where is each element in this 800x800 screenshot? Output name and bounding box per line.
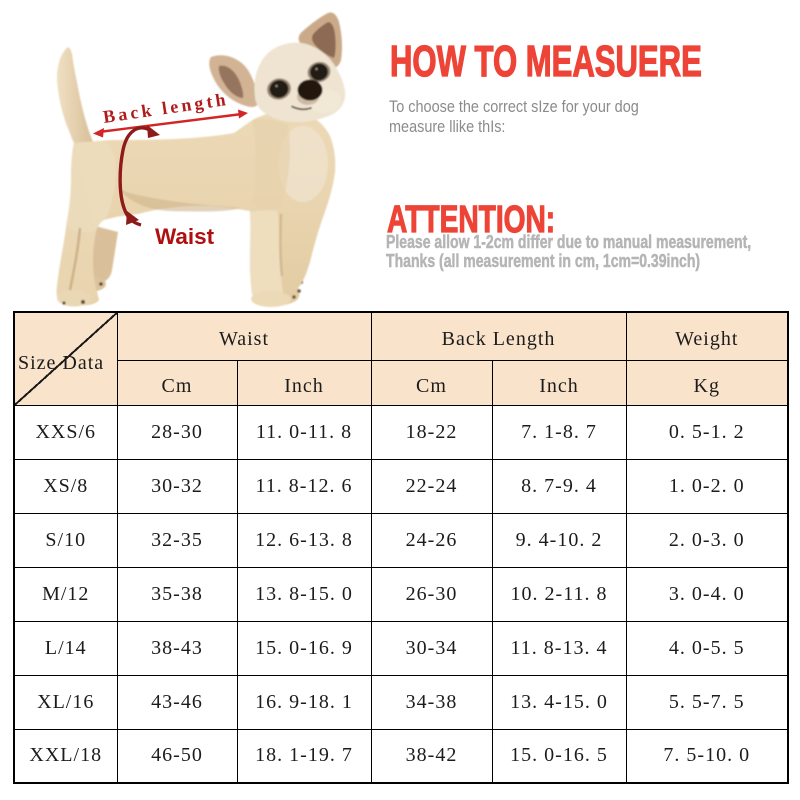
svg-text:Back length: Back length: [102, 89, 230, 127]
svg-text:Waist: Waist: [155, 224, 215, 249]
